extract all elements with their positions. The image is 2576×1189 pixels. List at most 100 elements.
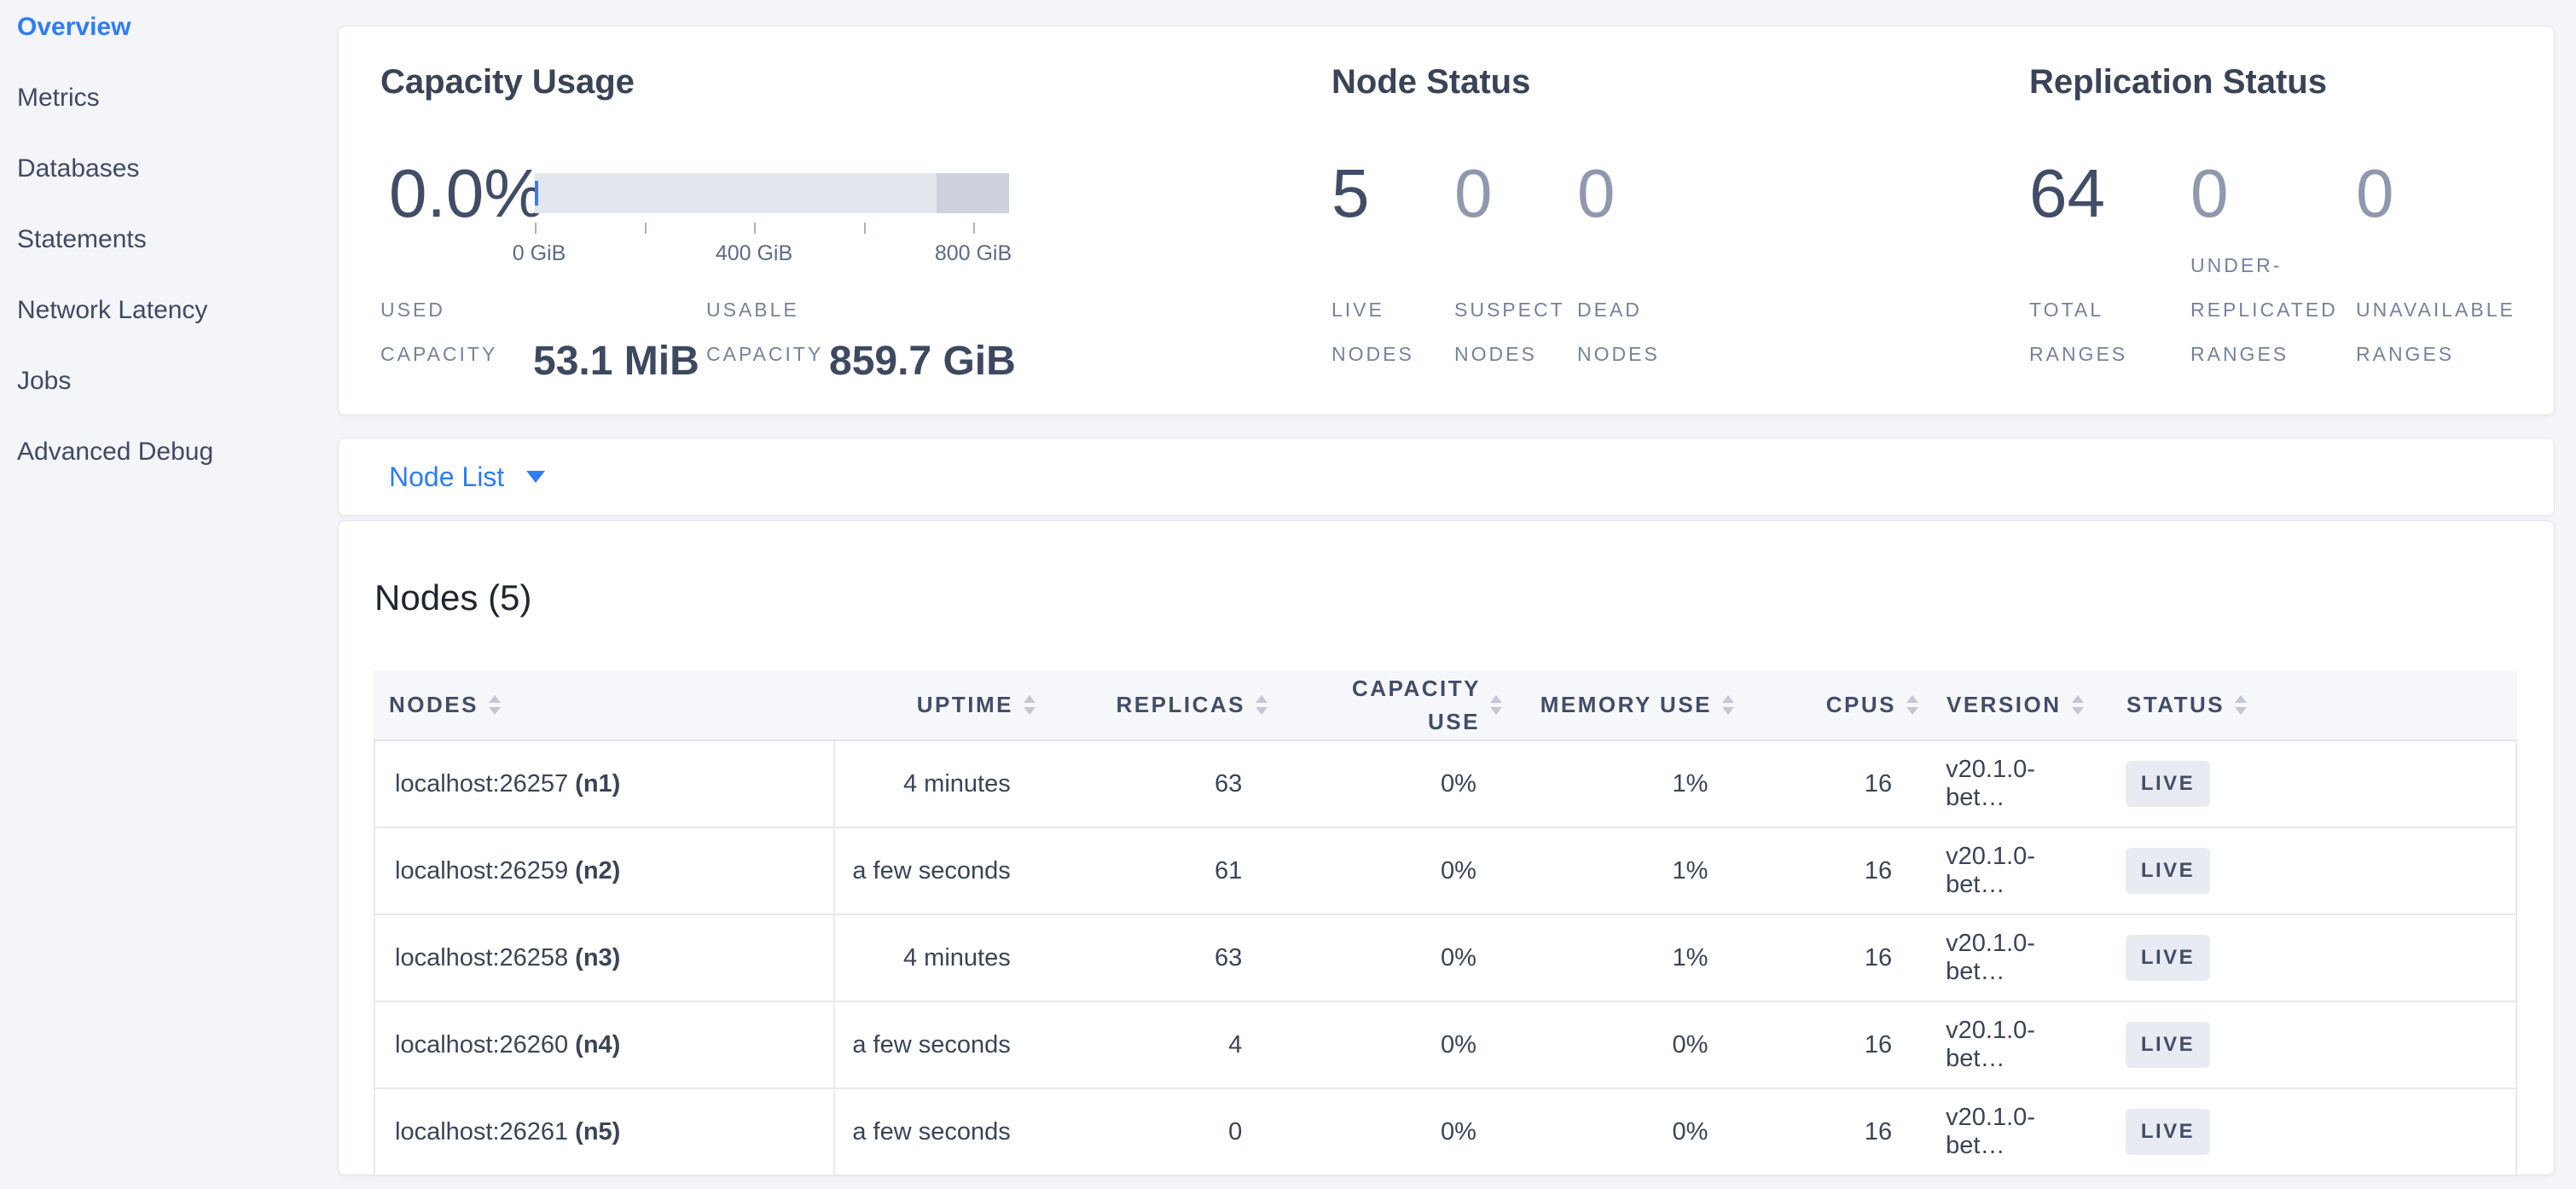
sort-icon <box>1490 695 1502 715</box>
cpus-cell: 16 <box>1864 769 1893 798</box>
suspect-nodes-count: 0 <box>1454 155 1493 231</box>
version-cell: v20.1.0-bet… <box>1946 843 2035 898</box>
capacity-usage-title: Capacity Usage <box>380 63 635 101</box>
capacity-bar-reserved-segment <box>936 173 1009 213</box>
replicas-cell: 63 <box>1215 769 1243 798</box>
replicas-cell: 0 <box>1228 1117 1243 1146</box>
node-list-dropdown[interactable]: Node List <box>339 438 2554 515</box>
column-header-nodes[interactable]: NODES <box>374 670 834 740</box>
sidebar-item-network-latency[interactable]: Network Latency <box>17 296 208 324</box>
replication-status-title: Replication Status <box>2029 63 2327 101</box>
table-row[interactable]: localhost:26258 (n3) 4 minutes 63 0% 1% 1… <box>374 915 2517 1002</box>
nodes-table-card: Nodes (5) NODES UPTIME REPLICAS CAPACITY… <box>338 520 2555 1176</box>
uptime-cell: 4 minutes <box>903 769 1011 798</box>
column-header-status[interactable]: STATUS <box>2089 670 2517 740</box>
column-header-cpus[interactable]: CPUS <box>1734 670 1918 740</box>
sort-icon <box>1722 695 1734 715</box>
usable-capacity-value: 859.7 GiB <box>829 339 1016 384</box>
memory-use-cell: 1% <box>1672 943 1709 972</box>
total-ranges-label: TOTAL RANGES <box>2029 299 2128 365</box>
sort-icon <box>2235 695 2248 715</box>
status-badge: LIVE <box>2125 1109 2211 1155</box>
sidebar-item-advanced-debug[interactable]: Advanced Debug <box>17 438 214 466</box>
uptime-cell: 4 minutes <box>903 943 1011 972</box>
column-header-label: CPUS <box>1825 692 1896 717</box>
capacity-bar-used-marker <box>535 181 538 206</box>
axis-tick <box>863 223 866 234</box>
column-header-label: STATUS <box>2126 692 2225 717</box>
under-replicated-ranges-label: UNDER-REPLICATED RANGES <box>2190 254 2338 365</box>
cpus-cell: 16 <box>1864 1117 1893 1146</box>
status-badge: LIVE <box>2125 761 2211 807</box>
total-ranges-count: 64 <box>2029 155 2105 231</box>
dead-nodes-count: 0 <box>1577 155 1616 231</box>
node-id: (n2) <box>575 856 621 884</box>
node-address: localhost:26257 <box>395 769 569 798</box>
capacity-usage-section: Capacity Usage 0.0% 0 GiB 400 GiB 800 Gi… <box>339 26 1314 415</box>
sidebar: Overview Metrics Databases Statements Ne… <box>0 0 338 1189</box>
column-header-label: VERSION <box>1947 692 2062 717</box>
column-header-memory-use[interactable]: MEMORY USE <box>1502 670 1734 740</box>
memory-use-cell: 1% <box>1672 769 1709 798</box>
status-badge: LIVE <box>2125 935 2211 981</box>
column-header-capacity-use[interactable]: CAPACITY USE <box>1268 670 1502 740</box>
replicas-cell: 61 <box>1215 856 1243 884</box>
live-nodes-label: LIVE NODES <box>1332 299 1414 365</box>
uptime-cell: a few seconds <box>852 856 1011 884</box>
node-address: localhost:26261 <box>395 1117 569 1146</box>
axis-tick <box>535 223 537 234</box>
memory-use-cell: 0% <box>1672 1117 1709 1146</box>
node-id: (n1) <box>575 769 621 798</box>
axis-label-400gib: 400 GiB <box>715 241 793 265</box>
table-row[interactable]: localhost:26260 (n4) a few seconds 4 0% 0… <box>374 1002 2517 1089</box>
node-address: localhost:26260 <box>395 1030 569 1058</box>
chevron-down-icon[interactable] <box>526 471 546 483</box>
sort-icon <box>1256 695 1268 715</box>
capacity-use-cell: 0% <box>1440 769 1477 798</box>
sort-icon <box>1906 695 1918 715</box>
node-status-section: Node Status 5 0 0 LIVE NODES SUSPECT NOD… <box>1314 26 2029 415</box>
column-header-uptime[interactable]: UPTIME <box>834 670 1036 740</box>
dead-nodes-label: DEAD NODES <box>1577 299 1660 365</box>
replicas-cell: 63 <box>1215 943 1243 972</box>
capacity-bar-chart <box>535 173 1009 213</box>
nodes-table: NODES UPTIME REPLICAS CAPACITY USE MEMOR… <box>374 670 2517 1176</box>
version-cell: v20.1.0-bet… <box>1946 930 2035 985</box>
live-nodes-count: 5 <box>1332 155 1370 231</box>
column-header-version[interactable]: VERSION <box>1918 670 2089 740</box>
nodes-section-title: Nodes (5) <box>374 577 532 618</box>
version-cell: v20.1.0-bet… <box>1946 1104 2035 1159</box>
unavailable-ranges-label: UNAVAILABLE RANGES <box>2356 299 2515 365</box>
sidebar-item-jobs[interactable]: Jobs <box>17 367 72 395</box>
node-address: localhost:26259 <box>395 856 569 884</box>
node-status-title: Node Status <box>1332 63 1531 101</box>
version-cell: v20.1.0-bet… <box>1946 756 2035 811</box>
column-header-label: REPLICAS <box>1116 692 1245 717</box>
axis-tick <box>644 223 647 234</box>
cpus-cell: 16 <box>1864 1030 1893 1058</box>
column-header-label: UPTIME <box>916 692 1013 717</box>
node-list-dropdown-label[interactable]: Node List <box>389 461 505 492</box>
unavailable-ranges-count: 0 <box>2356 155 2394 231</box>
memory-use-cell: 0% <box>1672 1030 1709 1058</box>
sort-icon <box>1024 695 1036 715</box>
table-row[interactable]: localhost:26261 (n5) a few seconds 0 0% 0… <box>374 1089 2517 1176</box>
sort-icon <box>488 695 501 715</box>
table-row[interactable]: localhost:26257 (n1) 4 minutes 63 0% 1% 1… <box>374 741 2517 828</box>
sidebar-item-databases[interactable]: Databases <box>17 154 140 183</box>
column-header-replicas[interactable]: REPLICAS <box>1036 670 1268 740</box>
sidebar-item-statements[interactable]: Statements <box>17 225 147 253</box>
table-row[interactable]: localhost:26259 (n2) a few seconds 61 0% … <box>374 828 2517 915</box>
sidebar-item-overview[interactable]: Overview <box>17 13 131 41</box>
capacity-use-cell: 0% <box>1440 856 1477 884</box>
suspect-nodes-label: SUSPECT NODES <box>1454 299 1565 365</box>
status-badge: LIVE <box>2125 848 2211 894</box>
capacity-use-cell: 0% <box>1440 943 1477 972</box>
view-selector-card: Node List <box>338 438 2555 516</box>
sidebar-item-metrics[interactable]: Metrics <box>17 84 100 112</box>
table-header-row: NODES UPTIME REPLICAS CAPACITY USE MEMOR… <box>374 670 2517 741</box>
node-id: (n5) <box>575 1117 621 1146</box>
axis-label-0gib: 0 GiB <box>512 241 566 265</box>
axis-label-800gib: 800 GiB <box>934 241 1012 265</box>
node-address: localhost:26258 <box>395 943 569 972</box>
